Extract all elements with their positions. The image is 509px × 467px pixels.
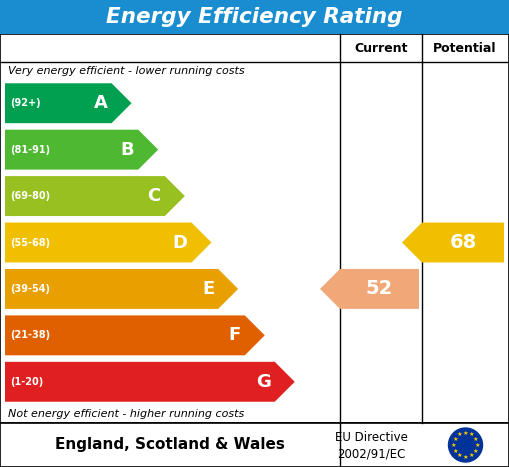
Text: (81-91): (81-91) <box>10 145 50 155</box>
Text: A: A <box>94 94 107 112</box>
Text: 52: 52 <box>366 279 393 298</box>
Polygon shape <box>402 223 504 262</box>
Text: Potential: Potential <box>433 42 496 55</box>
Text: ★: ★ <box>473 437 478 441</box>
Text: ★: ★ <box>463 431 468 436</box>
Text: Not energy efficient - higher running costs: Not energy efficient - higher running co… <box>8 409 244 419</box>
Text: EU Directive: EU Directive <box>334 431 407 444</box>
Text: Current: Current <box>354 42 408 55</box>
Text: ★: ★ <box>469 432 474 437</box>
Text: D: D <box>173 234 187 252</box>
Text: Very energy efficient - lower running costs: Very energy efficient - lower running co… <box>8 66 245 76</box>
Text: ★: ★ <box>453 437 458 441</box>
Text: B: B <box>121 141 134 159</box>
Text: (69-80): (69-80) <box>10 191 50 201</box>
Text: ★: ★ <box>457 432 462 437</box>
Polygon shape <box>5 130 158 170</box>
Text: ★: ★ <box>457 453 462 458</box>
Text: E: E <box>202 280 214 298</box>
Polygon shape <box>5 83 131 123</box>
Text: (21-38): (21-38) <box>10 330 50 340</box>
Text: (55-68): (55-68) <box>10 238 50 248</box>
Text: ★: ★ <box>469 453 474 458</box>
Text: G: G <box>256 373 271 391</box>
Text: F: F <box>229 326 241 344</box>
Text: 2002/91/EC: 2002/91/EC <box>337 447 405 460</box>
Bar <box>0 423 509 467</box>
Text: 68: 68 <box>449 233 476 252</box>
Text: ★: ★ <box>475 443 480 447</box>
Text: (39-54): (39-54) <box>10 284 50 294</box>
Polygon shape <box>5 315 265 355</box>
Text: Energy Efficiency Rating: Energy Efficiency Rating <box>106 7 403 27</box>
Text: England, Scotland & Wales: England, Scotland & Wales <box>55 438 285 453</box>
Text: ★: ★ <box>473 448 478 453</box>
Text: ★: ★ <box>450 443 456 447</box>
Polygon shape <box>5 223 211 262</box>
Text: (1-20): (1-20) <box>10 377 43 387</box>
Polygon shape <box>5 362 295 402</box>
Bar <box>0 34 509 423</box>
Text: ★: ★ <box>463 454 468 460</box>
Text: ★: ★ <box>453 448 458 453</box>
Text: C: C <box>148 187 161 205</box>
Polygon shape <box>5 269 238 309</box>
Polygon shape <box>320 269 419 309</box>
Bar <box>0 0 509 34</box>
Text: (92+): (92+) <box>10 98 41 108</box>
Polygon shape <box>5 176 185 216</box>
Circle shape <box>448 428 483 462</box>
